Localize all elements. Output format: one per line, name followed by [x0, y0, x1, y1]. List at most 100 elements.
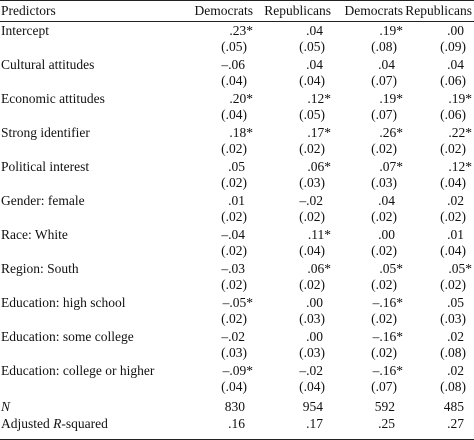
standard-error-cell-value: (.04): [221, 73, 247, 88]
coefficient-cell: –.03: [178, 259, 255, 277]
predictor-label: Gender: female: [1, 193, 85, 208]
standard-error-cell-value: (.04): [299, 243, 325, 258]
standard-error-cell: (.02): [255, 141, 333, 157]
coefficient-cell: .02: [405, 327, 474, 345]
coefficient-cell-value: .07*: [379, 159, 403, 174]
coefficient-cell-value: .26*: [379, 125, 403, 140]
coefficient-cell: .06*: [255, 157, 333, 175]
coefficient-cell: .04: [333, 55, 405, 73]
standard-error-cell-value: (.06): [440, 73, 466, 88]
standard-error-cell: (.04): [255, 73, 333, 89]
coefficient-cell-value: –.06: [221, 57, 245, 72]
predictor-label: Political interest: [1, 159, 90, 174]
coefficient-cell-value: .19*: [379, 91, 403, 106]
standard-error-cell-value: (.03): [221, 345, 247, 360]
standard-error-cell-value: (.06): [440, 107, 466, 122]
standard-error-cell: (.08): [405, 345, 474, 361]
coefficient-cell: .12*: [255, 89, 333, 107]
coefficient-cell: –.04: [178, 225, 255, 243]
r2-cell-value: .16: [228, 416, 245, 431]
standard-error-cell-value: (.04): [440, 175, 466, 190]
empty-cell: [0, 175, 178, 191]
standard-error-cell-value: (.02): [221, 175, 247, 190]
standard-error-cell: (.09): [405, 39, 474, 55]
coefficient-cell-value: .04: [306, 57, 323, 72]
table-row: Education: some college –.02 .00 –.16* .02: [0, 327, 474, 345]
empty-cell: [0, 209, 178, 225]
table-row-se: (.02) (.03) (.03) (.04): [0, 175, 474, 191]
standard-error-cell-value: (.04): [299, 379, 325, 394]
coefficient-cell-value: .12*: [307, 91, 331, 106]
coefficient-cell-value: .06*: [307, 261, 331, 276]
coefficient-cell-value: .01: [447, 227, 464, 242]
table-row-se: (.04) (.04) (.07) (.06): [0, 73, 474, 89]
coefficient-cell-value: .19*: [448, 91, 472, 106]
coefficient-cell-value: –.02: [299, 193, 323, 208]
coefficient-cell: .22*: [405, 123, 474, 141]
n-cell-value: 954: [302, 399, 323, 414]
coefficient-cell: –.02: [255, 191, 333, 209]
coefficient-cell: .00: [333, 225, 405, 243]
coefficient-cell: .02: [405, 191, 474, 209]
n-cell: 592: [333, 398, 405, 415]
standard-error-cell-value: (.05): [299, 107, 325, 122]
empty-cell: [0, 73, 178, 89]
coefficient-cell-value: .00: [306, 329, 323, 344]
coefficient-cell: .07*: [333, 157, 405, 175]
standard-error-cell: (.02): [405, 141, 474, 157]
header-rule: [0, 21, 474, 22]
table-row: Race: White –.04 .11* .00 .01: [0, 225, 474, 243]
standard-error-cell: (.02): [178, 277, 255, 293]
standard-error-cell: (.03): [333, 175, 405, 191]
header-col-2: Republicans: [264, 3, 331, 18]
standard-error-cell: (.02): [178, 311, 255, 327]
r2-row: Adjusted R-squared .16 .17 .25 .27: [0, 415, 474, 432]
r2-label-prefix: Adjusted: [1, 416, 54, 431]
standard-error-cell-value: (.04): [299, 73, 325, 88]
standard-error-cell: (.02): [333, 277, 405, 293]
standard-error-cell: (.04): [178, 107, 255, 123]
standard-error-cell: (.05): [178, 39, 255, 55]
coefficient-cell: –.05*: [178, 293, 255, 311]
coefficient-cell: .05: [405, 293, 474, 311]
standard-error-cell-value: (.03): [299, 311, 325, 326]
standard-error-cell-value: (.02): [221, 277, 247, 292]
coefficient-cell-value: .05*: [448, 261, 472, 276]
coefficient-cell-value: .00: [378, 227, 395, 242]
header-row: Predictors Democrats Republicans Democra…: [0, 2, 474, 21]
standard-error-cell-value: (.02): [440, 277, 466, 292]
coefficient-cell-value: .00: [447, 23, 464, 38]
predictor-label: Education: college or higher: [1, 363, 155, 378]
standard-error-cell-value: (.02): [221, 311, 247, 326]
coefficient-cell-value: .02: [447, 193, 464, 208]
coefficient-cell: .01: [405, 225, 474, 243]
standard-error-cell-value: (.02): [299, 277, 325, 292]
table-row-se: (.02) (.02) (.02) (.02): [0, 141, 474, 157]
coefficient-cell: .04: [333, 191, 405, 209]
standard-error-cell-value: (.02): [221, 243, 247, 258]
standard-error-cell: (.05): [255, 107, 333, 123]
table-row: Education: high school –.05* .00 –.16* .05: [0, 293, 474, 311]
standard-error-cell-value: (.02): [371, 311, 397, 326]
standard-error-cell-value: (.02): [440, 141, 466, 156]
n-row: N 830 954 592 485: [0, 398, 474, 415]
coefficient-cell: –.16*: [333, 293, 405, 311]
coefficient-cell: –.02: [178, 327, 255, 345]
empty-cell: [0, 277, 178, 293]
n-label: N: [0, 398, 178, 415]
coefficient-cell: .00: [255, 293, 333, 311]
coefficient-cell: .23*: [178, 21, 255, 39]
standard-error-cell: (.03): [255, 175, 333, 191]
empty-cell: [0, 379, 178, 395]
coefficient-cell: –.02: [255, 361, 333, 379]
table-row: Region: South –.03 .06* .05* .05*: [0, 259, 474, 277]
standard-error-cell: (.05): [255, 39, 333, 55]
coefficient-cell: .06*: [255, 259, 333, 277]
n-cell: 954: [255, 398, 333, 415]
top-rule: [0, 0, 474, 1]
standard-error-cell: (.07): [333, 107, 405, 123]
coefficient-cell-value: .04: [378, 57, 395, 72]
coefficient-cell: .04: [405, 55, 474, 73]
standard-error-cell-value: (.08): [440, 379, 466, 394]
standard-error-cell-value: (.02): [371, 277, 397, 292]
